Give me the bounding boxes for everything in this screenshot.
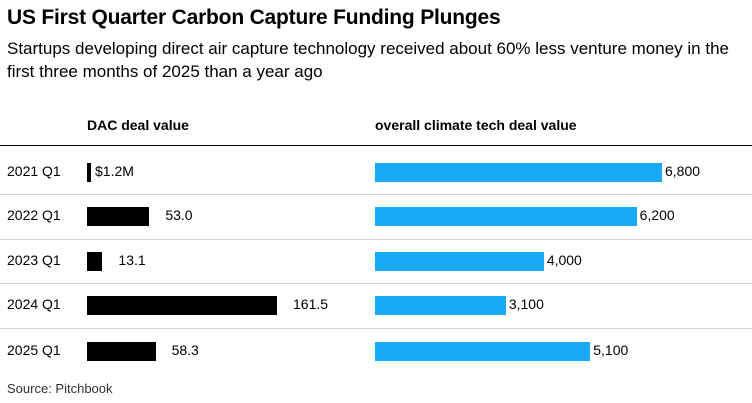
- dac-bar: [87, 295, 277, 315]
- climate-tech-bar: [375, 206, 637, 226]
- category-label: 2025 Q1: [7, 342, 61, 358]
- category-label: 2022 Q1: [7, 207, 61, 223]
- row-divider: [0, 194, 752, 195]
- climate-tech-bar: [375, 162, 662, 182]
- dac-value-label: 58.3: [171, 342, 199, 358]
- dac-bar: [87, 341, 156, 361]
- category-label: 2024 Q1: [7, 296, 61, 312]
- category-label: 2021 Q1: [7, 163, 61, 179]
- dac-value-label: $1.2M: [95, 163, 134, 179]
- climate-tech-value-label: 6,200: [639, 207, 675, 223]
- category-label: 2023 Q1: [7, 252, 61, 268]
- chart-title: US First Quarter Carbon Capture Funding …: [7, 6, 501, 29]
- header-rule: [0, 145, 752, 146]
- climate-tech-value-label: 6,800: [665, 163, 701, 179]
- climate-tech-bar: [375, 295, 506, 315]
- row-divider: [0, 283, 752, 284]
- climate-tech-value-label: 5,100: [593, 342, 629, 358]
- row-divider: [0, 238, 752, 240]
- source-note: Source: Pitchbook: [7, 381, 113, 396]
- dac-bar: [87, 206, 150, 226]
- row-divider: [0, 328, 752, 329]
- climate-tech-value-label: 4,000: [546, 252, 582, 268]
- dac-bar: [87, 251, 103, 271]
- chart-subtitle: Startups developing direct air capture t…: [7, 39, 729, 81]
- dac-value-label: 53.0: [165, 207, 193, 223]
- climate-tech-value-label: 3,100: [508, 296, 544, 312]
- dac-bar: [87, 162, 91, 182]
- climate-tech-series-header: overall climate tech deal value: [375, 117, 577, 133]
- climate-tech-bar: [375, 341, 591, 361]
- climate-tech-bar: [375, 251, 544, 271]
- dac-value-label: 13.1: [118, 252, 146, 268]
- dac-series-header: DAC deal value: [87, 117, 189, 133]
- dac-value-label: 161.5: [293, 296, 329, 312]
